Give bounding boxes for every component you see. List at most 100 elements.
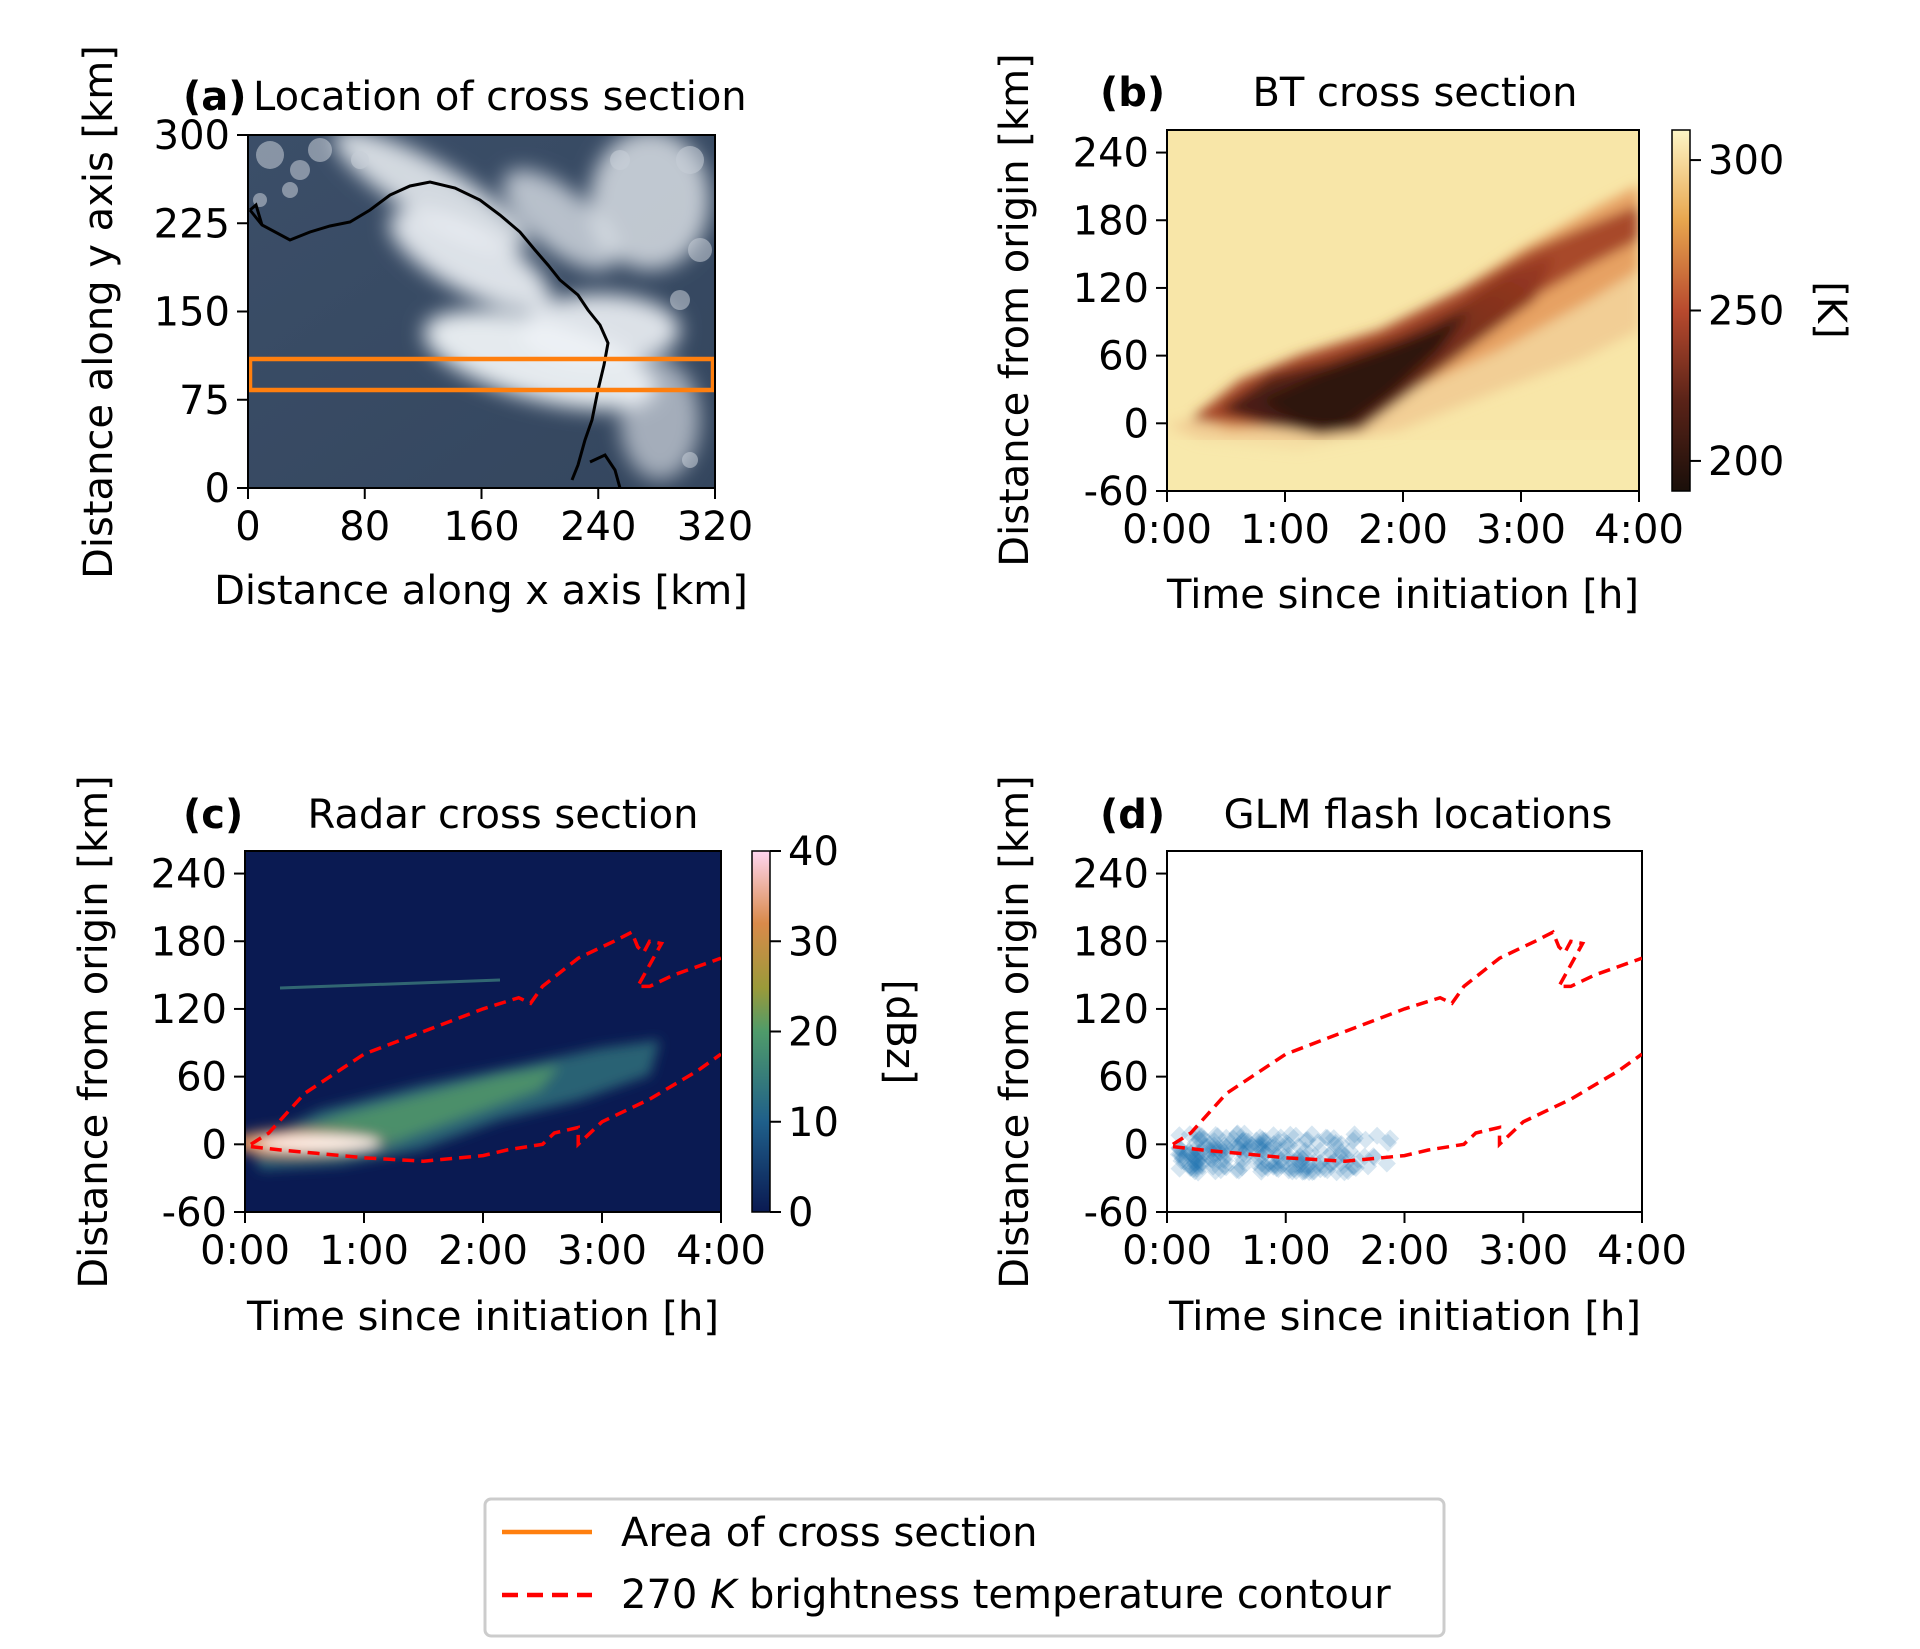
x-tick-label: 320 xyxy=(677,504,753,550)
panel-title: Radar cross section xyxy=(308,792,699,838)
x-ticks: 0:00 1:00 2:00 3:00 4:00 xyxy=(1122,491,1684,553)
flash-point xyxy=(1381,1129,1400,1148)
flash-point xyxy=(1193,1153,1212,1172)
flash-point xyxy=(1291,1151,1310,1170)
flash-point xyxy=(1269,1133,1288,1152)
flash-point xyxy=(1190,1130,1209,1149)
flash-point xyxy=(1326,1134,1345,1153)
colorbar xyxy=(1671,129,1691,492)
flash-point xyxy=(1346,1158,1365,1177)
flash-point xyxy=(1206,1162,1225,1181)
flash-point xyxy=(1335,1163,1354,1182)
flash-point xyxy=(1186,1156,1205,1175)
panel-letter: (c) xyxy=(183,792,243,838)
y-tick-label: 150 xyxy=(154,290,230,336)
flash-point xyxy=(1322,1143,1341,1162)
y-tick-label: 180 xyxy=(151,919,227,965)
panel-letter: (a) xyxy=(183,74,247,120)
flash-point xyxy=(1232,1132,1251,1151)
flash-point xyxy=(1365,1148,1384,1167)
flash-point xyxy=(1189,1150,1208,1169)
panel-title: GLM flash locations xyxy=(1224,792,1613,838)
x-axis-label: Time since initiation [h] xyxy=(1168,1294,1641,1340)
flash-point xyxy=(1318,1161,1337,1180)
flash-point xyxy=(1254,1136,1273,1155)
y-tick-label: 180 xyxy=(1073,919,1149,965)
colorbar-tick-label: 10 xyxy=(788,1100,839,1146)
flash-point xyxy=(1331,1153,1350,1172)
flash-point xyxy=(1281,1125,1300,1144)
y-tick-label: 225 xyxy=(154,201,230,247)
flash-point xyxy=(1355,1147,1374,1166)
flash-point xyxy=(1332,1135,1351,1154)
y-tick-label: 0 xyxy=(205,466,230,512)
flash-point xyxy=(1311,1141,1330,1160)
flash-point xyxy=(1264,1157,1283,1176)
flash-point xyxy=(1247,1131,1266,1150)
x-tick-label: 0 xyxy=(235,504,260,550)
flash-point xyxy=(1279,1161,1298,1180)
flash-point xyxy=(1271,1128,1290,1147)
flash-point xyxy=(1289,1137,1308,1156)
flash-point xyxy=(1173,1149,1192,1168)
flash-point xyxy=(1188,1157,1207,1176)
flash-point xyxy=(1220,1134,1239,1153)
y-tick-label: 60 xyxy=(176,1055,227,1101)
coastline xyxy=(248,180,622,488)
flash-point xyxy=(1287,1162,1306,1181)
flash-point xyxy=(1318,1128,1337,1147)
y-tick-label: 0 xyxy=(1124,401,1149,447)
x-ticks: 0 80 160 240 320 xyxy=(235,488,753,550)
flash-point xyxy=(1216,1151,1235,1170)
x-ticks: 0:00 1:00 2:00 3:00 4:00 xyxy=(1122,1212,1687,1274)
y-axis-label: Distance from origin [km] xyxy=(992,53,1038,566)
contour-line-lower xyxy=(1172,1052,1642,1163)
flash-point xyxy=(1203,1151,1222,1170)
flash-point xyxy=(1182,1158,1201,1177)
flash-point xyxy=(1173,1146,1192,1165)
x-tick-label: 0:00 xyxy=(1122,1228,1212,1274)
flash-point xyxy=(1252,1147,1271,1166)
flash-point xyxy=(1291,1155,1310,1174)
contour-270K-d xyxy=(1171,929,1642,1163)
flash-point xyxy=(1217,1128,1236,1147)
y-tick-label: -60 xyxy=(1084,1190,1149,1236)
colorbar-label: [dBz] xyxy=(877,979,923,1084)
flash-point xyxy=(1277,1134,1296,1153)
flash-point xyxy=(1208,1127,1227,1146)
flash-point xyxy=(1364,1147,1383,1166)
flash-point xyxy=(1227,1161,1246,1180)
flash-point xyxy=(1296,1148,1315,1167)
flash-point xyxy=(1190,1130,1209,1149)
x-axis-label: Time since initiation [h] xyxy=(246,1294,719,1340)
x-tick-label: 2:00 xyxy=(438,1228,528,1274)
flash-point xyxy=(1180,1156,1199,1175)
flash-point xyxy=(1233,1158,1252,1177)
flash-point xyxy=(1251,1128,1270,1147)
flash-point xyxy=(1252,1159,1271,1178)
x-tick-label: 0:00 xyxy=(200,1228,290,1274)
y-tick-label: 240 xyxy=(151,852,227,898)
flash-point xyxy=(1259,1154,1278,1173)
axes-frame xyxy=(1166,850,1643,1213)
flash-point xyxy=(1175,1152,1194,1171)
panel-c: 0:00 1:00 2:00 3:00 4:00 -60 0 60 120 180 240 0 10… xyxy=(71,775,923,1340)
flash-point xyxy=(1280,1158,1299,1177)
panel-b: 0:00 1:00 2:00 3:00 4:00 -60 0 60 120 180 240 200… xyxy=(992,53,1854,618)
colorbar-tick-label: 30 xyxy=(788,919,839,965)
x-ticks: 0:00 1:00 2:00 3:00 4:00 xyxy=(200,1212,766,1274)
y-tick-label: 240 xyxy=(1073,131,1149,177)
y-ticks: 0 75 150 225 300 xyxy=(154,113,248,512)
y-tick-label: 120 xyxy=(151,987,227,1033)
flash-point xyxy=(1280,1136,1299,1155)
flash-point xyxy=(1344,1131,1363,1150)
colorbar-ticks: 0 10 20 30 40 xyxy=(770,829,839,1236)
flash-point xyxy=(1259,1141,1278,1160)
flash-point xyxy=(1237,1132,1256,1151)
flash-point xyxy=(1205,1132,1224,1151)
flash-point xyxy=(1242,1138,1261,1157)
flash-point xyxy=(1368,1126,1387,1145)
flash-point xyxy=(1300,1162,1319,1181)
flash-point xyxy=(1339,1162,1358,1181)
legend-box xyxy=(483,1497,1446,1638)
